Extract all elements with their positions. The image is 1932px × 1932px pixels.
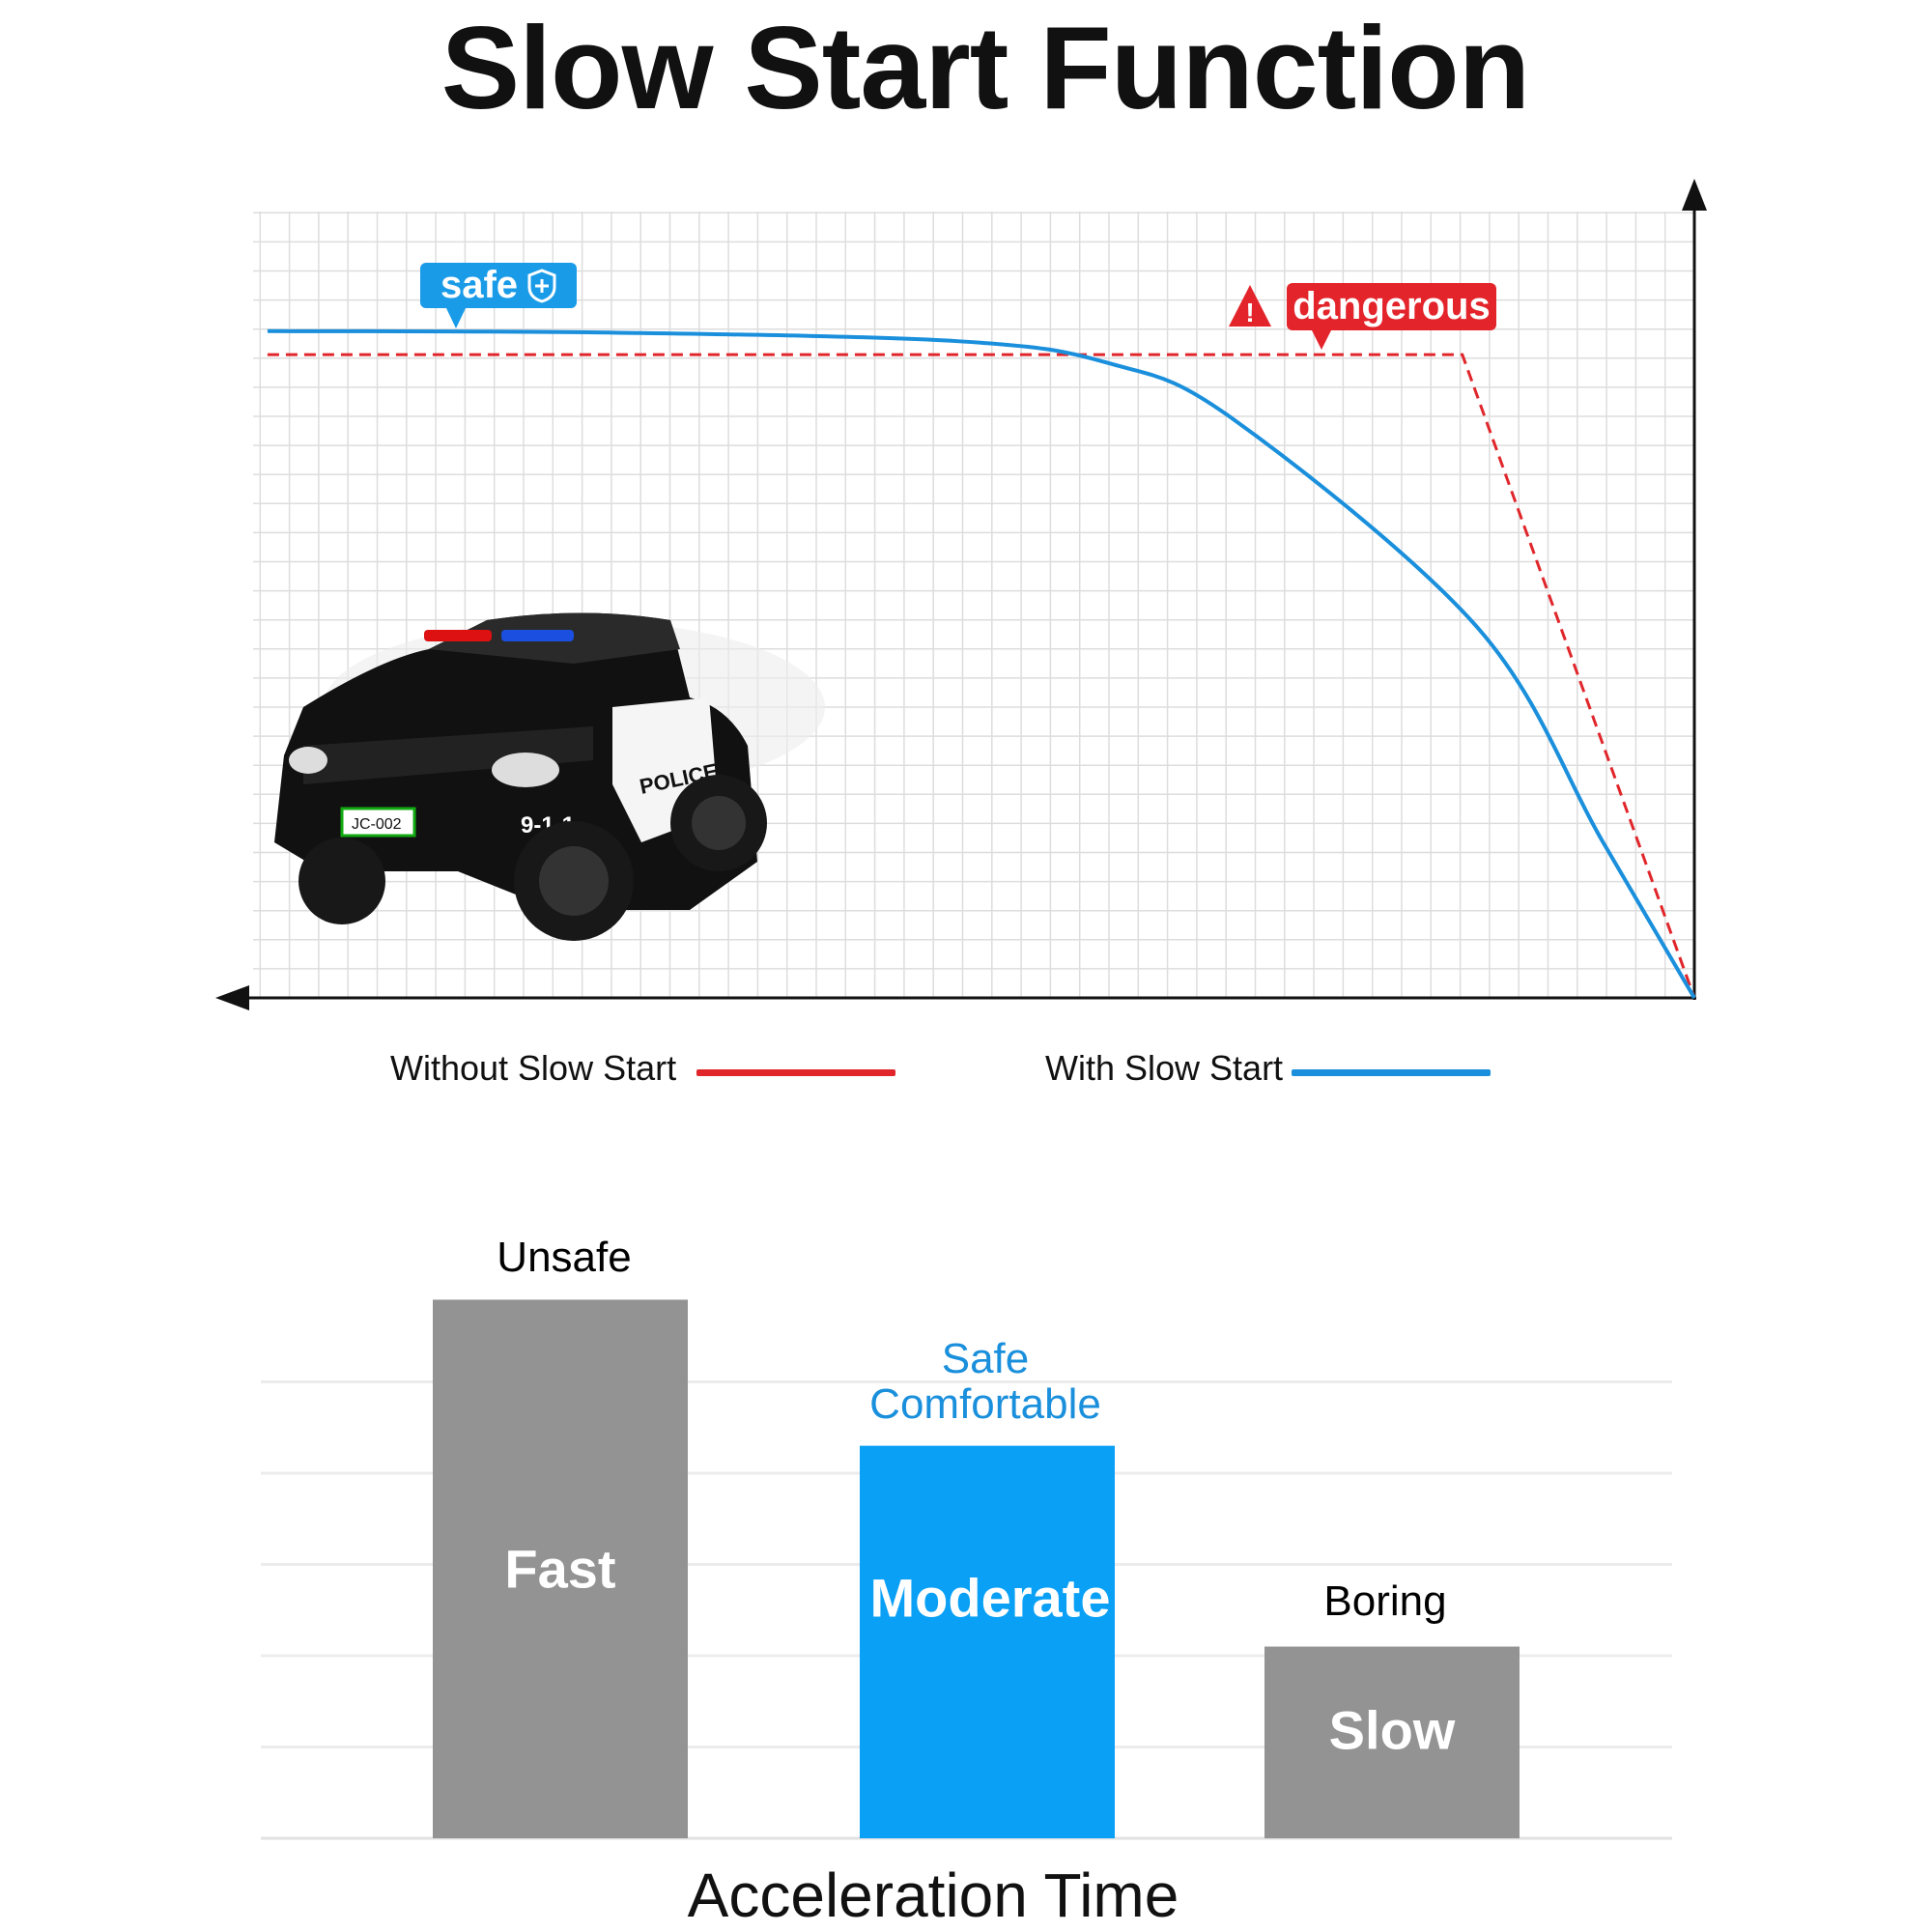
police-car-image: POLICE 9-1-1 JC-002: [274, 612, 825, 941]
x-axis-label: Acceleration Time: [687, 1861, 1179, 1930]
series-line-without-slow-start: [267, 353, 1696, 999]
page-title: Slow Start Function: [440, 2, 1530, 133]
dangerous-tag: dangerous: [1287, 283, 1496, 330]
legend-label-without: Without Slow Start: [390, 1048, 677, 1088]
bar-label-fast: Fast: [504, 1538, 616, 1600]
safe-tag-pointer: [446, 308, 466, 328]
bar-slow: [1264, 1646, 1520, 1838]
safe-tag-label: safe: [440, 264, 519, 306]
bar-fast: [433, 1299, 688, 1838]
safe-tag: safe: [420, 263, 577, 308]
series-line-with-slow-start: [267, 328, 1696, 1000]
bar-top-label-moderate-2: Comfortable: [869, 1380, 1101, 1428]
axes: [215, 179, 1707, 1010]
bar-top-label-slow: Boring: [1323, 1577, 1447, 1625]
legend-swatch-with: [1292, 1069, 1491, 1076]
bar-top-label-fast: Unsafe: [497, 1234, 632, 1281]
warning-triangle-icon: !: [1229, 285, 1271, 327]
dangerous-tag-pointer: [1312, 330, 1331, 350]
svg-text:!: !: [1245, 298, 1254, 327]
x-axis-arrow-icon: [215, 985, 249, 1010]
legend-label-with: With Slow Start: [1045, 1048, 1284, 1088]
bar-top-label-moderate-1: Safe: [941, 1335, 1030, 1382]
legend-swatch-without: [696, 1069, 895, 1076]
y-axis-arrow-icon: [1682, 179, 1707, 211]
bar-chart: [261, 1299, 1672, 1840]
bar-moderate: [860, 1445, 1115, 1838]
dangerous-tag-label: dangerous: [1293, 285, 1491, 327]
bar-label-slow: Slow: [1328, 1699, 1456, 1761]
svg-text:JC-002: JC-002: [352, 816, 402, 833]
bar-label-moderate: Moderate: [869, 1567, 1111, 1629]
shield-plus-icon: [527, 268, 556, 303]
